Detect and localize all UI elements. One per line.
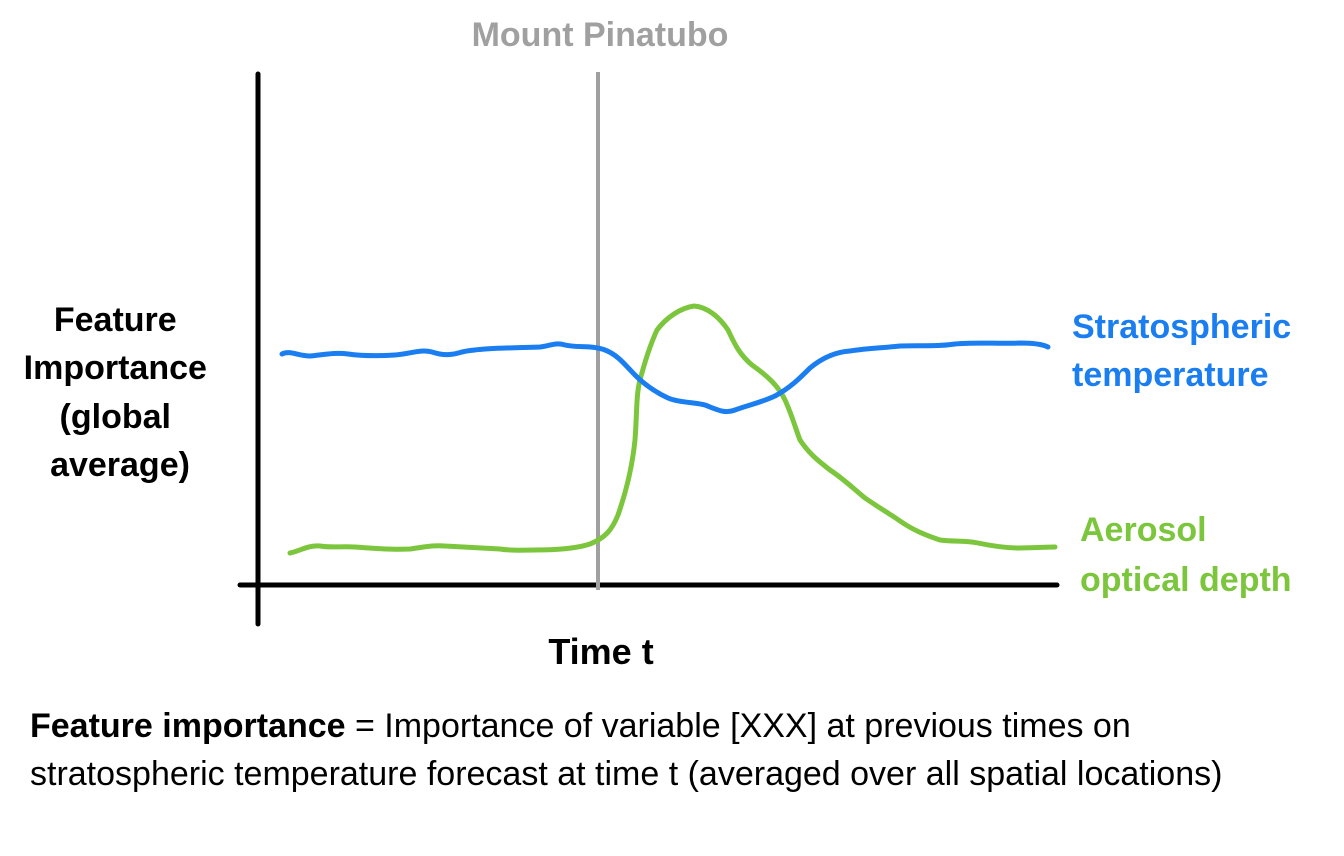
caption-definition: = Importance of variable [XXX] at previo… xyxy=(30,707,1223,793)
y-axis-label: Feature Importance (global average) xyxy=(24,301,217,484)
x-axis-label: Time t xyxy=(548,631,653,672)
y-axis-label-line: average) xyxy=(50,446,190,484)
series-label-line: optical depth xyxy=(1080,561,1292,599)
event-marker-label: Mount Pinatubo xyxy=(472,16,729,54)
series-label-line: Aerosol xyxy=(1080,511,1207,549)
series-line-aerosol-optical-depth xyxy=(287,303,1058,556)
series-label-line: Stratospheric xyxy=(1072,308,1291,346)
y-axis-label-line: Importance xyxy=(24,349,207,387)
caption-term: Feature importance xyxy=(30,707,346,745)
series-label-stratospheric-temperature: Stratospheric temperature xyxy=(1072,308,1301,394)
series-line-stratospheric-temperature xyxy=(279,340,1051,415)
caption: Feature importance = Importance of varia… xyxy=(30,702,1330,798)
series-label-line: temperature xyxy=(1072,356,1269,394)
y-axis-label-line: (global xyxy=(60,398,171,436)
y-axis-label-line: Feature xyxy=(54,301,177,339)
series-label-aerosol-optical-depth: Aerosol optical depth xyxy=(1080,511,1292,599)
feature-importance-diagram: Mount Pinatubo Feature Importance (globa… xyxy=(24,16,1301,672)
